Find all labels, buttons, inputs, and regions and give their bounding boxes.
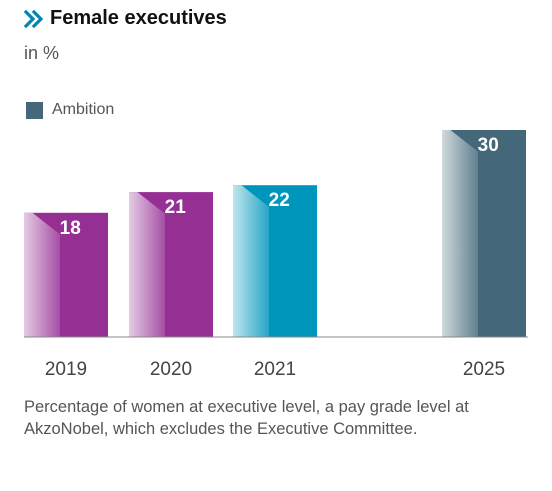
x-tick-labels: 2019 2020 2021 2025 bbox=[45, 359, 505, 380]
bar-2025 bbox=[442, 130, 526, 337]
x-tick-2019: 2019 bbox=[45, 359, 87, 380]
double-chevron-right-icon bbox=[24, 9, 44, 28]
value-label-2025: 30 bbox=[478, 135, 499, 156]
bar-highlight-2019 bbox=[24, 212, 60, 337]
bar-2019 bbox=[24, 212, 108, 337]
chart-header: Female executives bbox=[24, 7, 227, 30]
chart-caption: Percentage of women at executive level, … bbox=[24, 398, 469, 438]
chart-legend: Ambition bbox=[26, 101, 114, 119]
x-tick-2025: 2025 bbox=[463, 359, 505, 380]
legend-swatch-ambition bbox=[26, 101, 43, 119]
value-label-2021: 22 bbox=[269, 190, 290, 211]
x-tick-2021: 2021 bbox=[254, 359, 296, 380]
chart-title: Female executives bbox=[50, 7, 227, 29]
x-tick-2020: 2020 bbox=[150, 359, 192, 380]
bar-highlight-2021 bbox=[233, 185, 269, 337]
bar-2021 bbox=[233, 185, 317, 337]
chart-subtitle: in % bbox=[24, 43, 60, 63]
value-label-2019: 18 bbox=[60, 218, 81, 239]
bars-layer: 18 21 22 30 bbox=[24, 130, 526, 337]
value-label-2020: 21 bbox=[165, 197, 187, 218]
legend-label-ambition: Ambition bbox=[52, 101, 115, 118]
bar-highlight-2020 bbox=[129, 192, 165, 337]
bar-2020 bbox=[129, 192, 213, 337]
bar-chart: 18 21 22 30 2019 2020 2021 2025 bbox=[24, 130, 528, 380]
bar-highlight-2025 bbox=[442, 130, 478, 337]
